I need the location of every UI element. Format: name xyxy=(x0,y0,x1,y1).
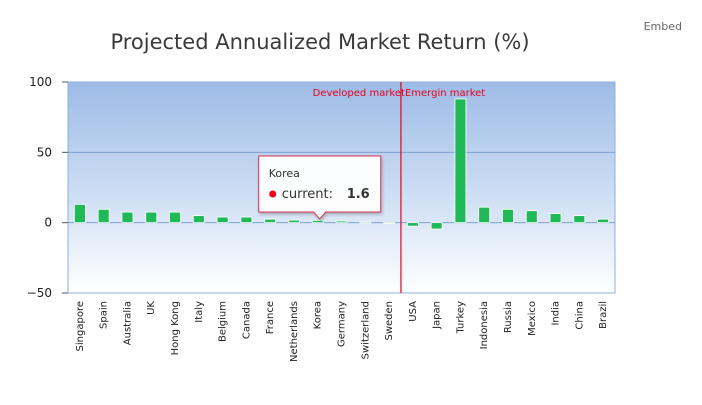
embed-link[interactable]: Embed xyxy=(643,20,682,33)
x-tick-label: Switzerland xyxy=(360,301,371,359)
bar-spain[interactable] xyxy=(97,208,110,224)
bar-brazil[interactable] xyxy=(597,218,610,224)
y-axis: 100 50 0 −50 xyxy=(27,75,68,300)
bar-hong-kong[interactable] xyxy=(169,211,181,224)
y-tick-label: 50 xyxy=(37,145,52,159)
bar-russia[interactable] xyxy=(502,208,514,224)
y-tick-label: −50 xyxy=(27,286,52,300)
y-tick-label: 100 xyxy=(29,75,52,89)
tooltip: Korea current: 1.6 xyxy=(258,155,382,220)
bar-china[interactable] xyxy=(573,215,586,224)
x-tick-label: Belgium xyxy=(218,301,229,342)
x-tick-label: Russia xyxy=(503,301,514,333)
bar-germany[interactable] xyxy=(335,220,348,224)
bar-italy[interactable] xyxy=(192,215,205,224)
bar-australia[interactable] xyxy=(121,211,134,224)
bar-mexico[interactable] xyxy=(525,210,538,224)
bar-switzerland[interactable] xyxy=(359,221,372,224)
bar-usa[interactable] xyxy=(406,222,419,227)
bar-indonesia[interactable] xyxy=(478,206,491,224)
x-tick-label: Germany xyxy=(337,301,348,347)
x-axis: Singapore Spain Australia UK Hong Kong Italy B… xyxy=(75,301,609,362)
bar-series-current xyxy=(73,98,610,230)
x-tick-label: India xyxy=(551,301,562,326)
x-tick-label: China xyxy=(574,301,585,330)
x-tick-label: Japan xyxy=(432,301,443,330)
tooltip-series: current: xyxy=(282,187,333,202)
bar-korea[interactable] xyxy=(311,220,324,224)
bar-india[interactable] xyxy=(549,213,562,224)
bar-singapore[interactable] xyxy=(73,203,86,224)
tooltip-value: 1.6 xyxy=(347,187,370,202)
bar-uk[interactable] xyxy=(145,211,158,224)
x-tick-label: Indonesia xyxy=(479,301,490,349)
x-tick-label: Singapore xyxy=(75,301,86,351)
x-tick-label: Korea xyxy=(313,301,324,329)
x-tick-label: France xyxy=(265,301,276,334)
x-tick-label: Canada xyxy=(241,301,252,339)
tooltip-box xyxy=(258,155,382,220)
developed-market-label: Developed market xyxy=(313,88,405,99)
bar-turkey[interactable] xyxy=(454,98,467,224)
bar-canada[interactable] xyxy=(240,216,253,224)
x-tick-label: Netherlands xyxy=(289,301,300,362)
bar-france[interactable] xyxy=(264,218,277,224)
x-tick-label: Italy xyxy=(194,301,205,323)
market-divider: Developed market Emergin market xyxy=(313,82,485,293)
x-tick-label: UK xyxy=(146,301,157,315)
bar-japan[interactable] xyxy=(430,222,443,230)
tooltip-category: Korea xyxy=(269,167,300,180)
tooltip-marker-icon xyxy=(269,190,277,198)
chart-title: Projected Annualized Market Return (%) xyxy=(110,30,529,54)
y-tick-label: 0 xyxy=(44,216,52,230)
x-tick-label: Sweden xyxy=(384,301,395,341)
x-tick-label: Mexico xyxy=(527,301,538,336)
bar-belgium[interactable] xyxy=(216,216,229,224)
bar-sweden[interactable] xyxy=(383,221,395,224)
x-tick-label: Brazil xyxy=(598,301,609,329)
x-tick-label: Spain xyxy=(99,301,110,329)
x-tick-label: Hong Kong xyxy=(170,301,181,355)
x-tick-label: USA xyxy=(408,301,419,322)
emerging-market-label: Emergin market xyxy=(405,88,485,99)
x-tick-label: Australia xyxy=(122,301,133,345)
x-tick-label: Turkey xyxy=(455,301,466,335)
bar-netherlands[interactable] xyxy=(288,219,300,224)
